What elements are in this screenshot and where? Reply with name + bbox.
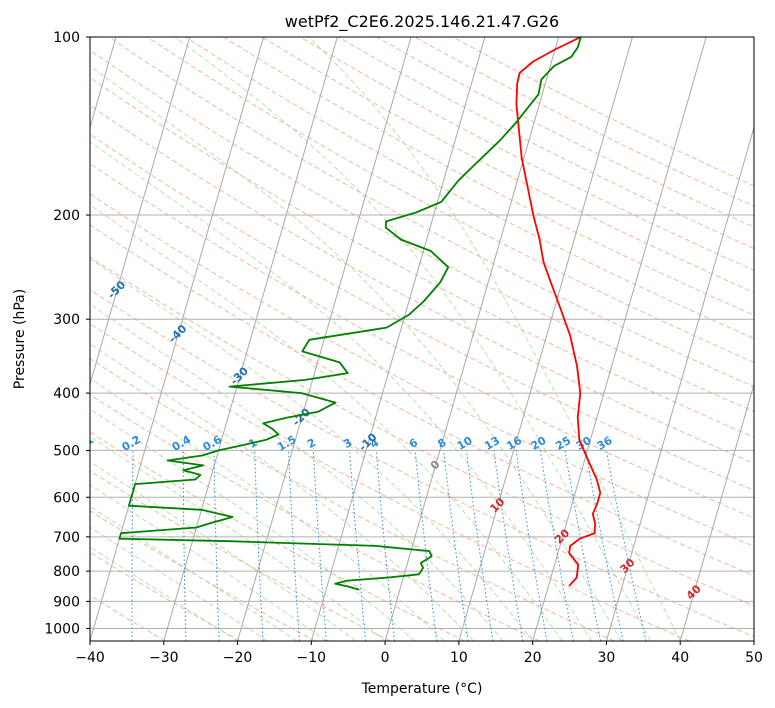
y-tick-label: 200 xyxy=(53,208,80,224)
moist-adiabat xyxy=(90,65,622,641)
moist-adiabat xyxy=(308,37,681,641)
dry-adiabat xyxy=(261,37,754,294)
x-tick-label: −20 xyxy=(223,650,253,666)
isotherm-gridline xyxy=(310,37,486,641)
y-tick-label: 600 xyxy=(53,490,80,506)
isotherm-gridline xyxy=(679,382,754,641)
isotherm-gridline xyxy=(458,37,633,641)
x-axis: −40 −30 −20 −10 0 10 20 30 40 50 xyxy=(75,641,763,666)
dry-adiabat xyxy=(185,37,754,340)
x-tick-label: 40 xyxy=(671,650,689,666)
mixing-ratio-line xyxy=(585,450,624,641)
mixing-ratio-label: 0.1 xyxy=(73,433,96,454)
dry-adiabat xyxy=(147,37,754,363)
x-tick-label: 0 xyxy=(381,650,390,666)
x-tick-label: −10 xyxy=(297,650,327,666)
y-tick-label: 300 xyxy=(53,312,80,328)
dry-adiabat xyxy=(90,394,540,641)
dry-adiabat xyxy=(90,49,754,413)
isotherm-gridline xyxy=(532,37,707,641)
moist-adiabat xyxy=(90,204,563,641)
y-tick-label: 900 xyxy=(53,594,80,610)
x-tick-label: 10 xyxy=(450,650,468,666)
isotherm-gridline xyxy=(384,37,560,641)
dry-adiabat xyxy=(108,37,754,388)
mixing-ratio-line xyxy=(515,450,548,641)
y-tick-label: 500 xyxy=(53,443,80,459)
y-axis-label: Pressure (hPa) xyxy=(12,289,28,389)
y-tick-label: 800 xyxy=(53,564,80,580)
y-tick-label: 400 xyxy=(53,386,80,402)
y-axis: 100 200 300 400 500 600 700 800 900 1000 xyxy=(44,30,90,637)
chart-title: wetPf2_C2E6.2025.146.21.47.G26 xyxy=(285,12,559,32)
dry-adiabat xyxy=(90,256,754,607)
x-tick-label: −40 xyxy=(75,650,105,666)
isotherm-gridline xyxy=(90,37,265,641)
moist-adiabat xyxy=(90,303,504,641)
moist-adiabat xyxy=(90,408,415,641)
mixing-ratio-line xyxy=(493,450,524,641)
moist-adiabat xyxy=(90,461,356,641)
mixing-ratio-line xyxy=(375,450,396,641)
dry-adiabat xyxy=(90,162,754,519)
moist-adiabat xyxy=(90,343,474,641)
x-tick-label: 30 xyxy=(598,650,616,666)
dry-adiabat xyxy=(90,470,391,641)
isotherm-gridline xyxy=(605,125,754,641)
mixing-ratio-line xyxy=(443,450,469,641)
plot-area: 0.10.20.40.611.52346810131620253036-100-… xyxy=(73,37,754,641)
isotherm-gridline xyxy=(237,37,412,641)
x-tick-label: −30 xyxy=(149,650,179,666)
x-tick-label: 50 xyxy=(745,650,763,666)
x-axis-label: Temperature (°C) xyxy=(361,681,483,697)
plot-frame xyxy=(89,36,755,642)
x-tick-label: 20 xyxy=(524,650,542,666)
moist-adiabat xyxy=(90,435,386,641)
dry-adiabat xyxy=(90,133,754,491)
dry-adiabat xyxy=(90,358,615,641)
dry-adiabat xyxy=(90,551,241,641)
moist-adiabat xyxy=(174,37,652,641)
dry-adiabat xyxy=(223,37,754,316)
dry-adiabat xyxy=(90,193,754,548)
moist-adiabat xyxy=(90,141,593,641)
y-tick-label: 700 xyxy=(53,530,80,546)
temperature-profile-line xyxy=(515,37,602,587)
y-tick-label: 100 xyxy=(53,30,80,46)
y-tick-label: 1000 xyxy=(44,621,80,637)
dry-adiabat xyxy=(90,595,166,641)
mixing-ratio-line xyxy=(466,450,494,641)
isotherm-gridline xyxy=(90,37,191,387)
mixing-ratio-line xyxy=(605,450,647,641)
dewpoint-profile-line xyxy=(118,37,582,591)
mixing-ratio-line xyxy=(414,450,438,641)
